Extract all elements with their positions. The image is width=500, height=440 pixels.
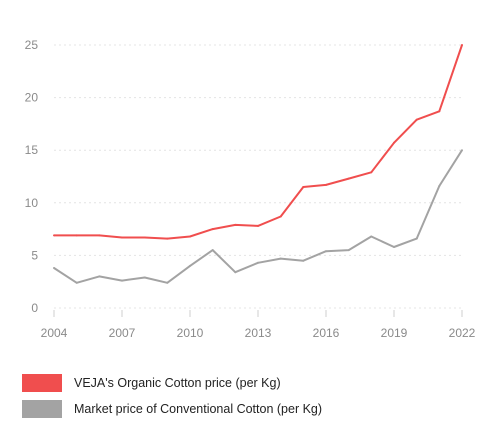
data-point-organic bbox=[438, 110, 441, 113]
data-point-organic bbox=[302, 186, 305, 188]
data-point-organic bbox=[75, 234, 78, 237]
x-tick-label: 2016 bbox=[313, 326, 340, 340]
data-point-organic bbox=[211, 228, 214, 231]
y-tick-label: 5 bbox=[31, 248, 38, 262]
data-point-organic bbox=[393, 141, 395, 144]
data-point-organic bbox=[461, 44, 463, 46]
data-point-conventional bbox=[257, 261, 259, 264]
data-point-conventional bbox=[234, 271, 237, 274]
data-point-conventional bbox=[143, 276, 146, 279]
data-point-organic bbox=[189, 235, 191, 238]
y-tick-label: 15 bbox=[25, 143, 39, 157]
data-point-conventional bbox=[189, 264, 191, 267]
data-point-conventional bbox=[438, 185, 441, 187]
x-tick-label: 2019 bbox=[381, 326, 408, 340]
data-point-conventional bbox=[393, 246, 395, 248]
data-point-conventional bbox=[370, 235, 373, 238]
data-point-organic bbox=[257, 224, 259, 227]
legend-label-conventional: Market price of Conventional Cotton (per… bbox=[74, 402, 323, 416]
data-point-conventional bbox=[75, 281, 78, 284]
data-point-organic bbox=[53, 234, 55, 237]
series-lines bbox=[53, 44, 463, 284]
legend-label-organic: VEJA's Organic Cotton price (per Kg) bbox=[74, 376, 281, 390]
legend: VEJA's Organic Cotton price (per Kg) Mar… bbox=[22, 374, 322, 426]
data-point-organic bbox=[166, 237, 169, 240]
legend-swatch-organic bbox=[22, 374, 62, 392]
x-tick-label: 2022 bbox=[449, 326, 476, 340]
line-chart: 0 5 10 15 20 25 2004 2007 2010 2013 2016 2019 2022 bbox=[25, 38, 476, 340]
x-tick-label: 2010 bbox=[177, 326, 204, 340]
x-axis-ticks: 2004 2007 2010 2013 2016 2019 2022 bbox=[41, 310, 476, 340]
series-line-organic bbox=[54, 44, 463, 240]
data-point-conventional bbox=[121, 279, 123, 282]
data-point-organic bbox=[415, 118, 418, 121]
data-point-conventional bbox=[347, 249, 350, 252]
y-tick-label: 25 bbox=[25, 38, 39, 52]
legend-swatch-conventional bbox=[22, 400, 62, 418]
data-point-organic bbox=[143, 236, 146, 239]
y-tick-label: 0 bbox=[31, 301, 38, 315]
data-point-conventional bbox=[211, 249, 214, 252]
data-point-organic bbox=[98, 234, 101, 237]
data-point-organic bbox=[279, 215, 282, 218]
data-point-conventional bbox=[415, 237, 418, 240]
data-point-conventional bbox=[302, 259, 305, 262]
data-point-conventional bbox=[98, 275, 101, 278]
y-tick-label: 20 bbox=[25, 91, 39, 105]
data-point-organic bbox=[121, 236, 123, 239]
data-point-conventional bbox=[461, 149, 463, 152]
y-axis-ticks: 0 5 10 15 20 25 bbox=[25, 38, 39, 315]
data-point-organic bbox=[370, 171, 373, 174]
y-tick-label: 10 bbox=[25, 196, 39, 210]
x-tick-label: 2013 bbox=[245, 326, 272, 340]
data-point-organic bbox=[234, 223, 237, 226]
data-point-conventional bbox=[325, 250, 327, 253]
data-point-organic bbox=[347, 177, 350, 180]
x-tick-label: 2007 bbox=[109, 326, 136, 340]
data-point-conventional bbox=[166, 281, 169, 284]
grid-lines bbox=[54, 44, 462, 309]
legend-item-organic: VEJA's Organic Cotton price (per Kg) bbox=[22, 374, 322, 392]
legend-item-conventional: Market price of Conventional Cotton (per… bbox=[22, 400, 322, 418]
data-point-conventional bbox=[279, 257, 282, 260]
data-point-conventional bbox=[53, 267, 55, 269]
x-tick-label: 2004 bbox=[41, 326, 68, 340]
data-point-organic bbox=[325, 183, 327, 186]
